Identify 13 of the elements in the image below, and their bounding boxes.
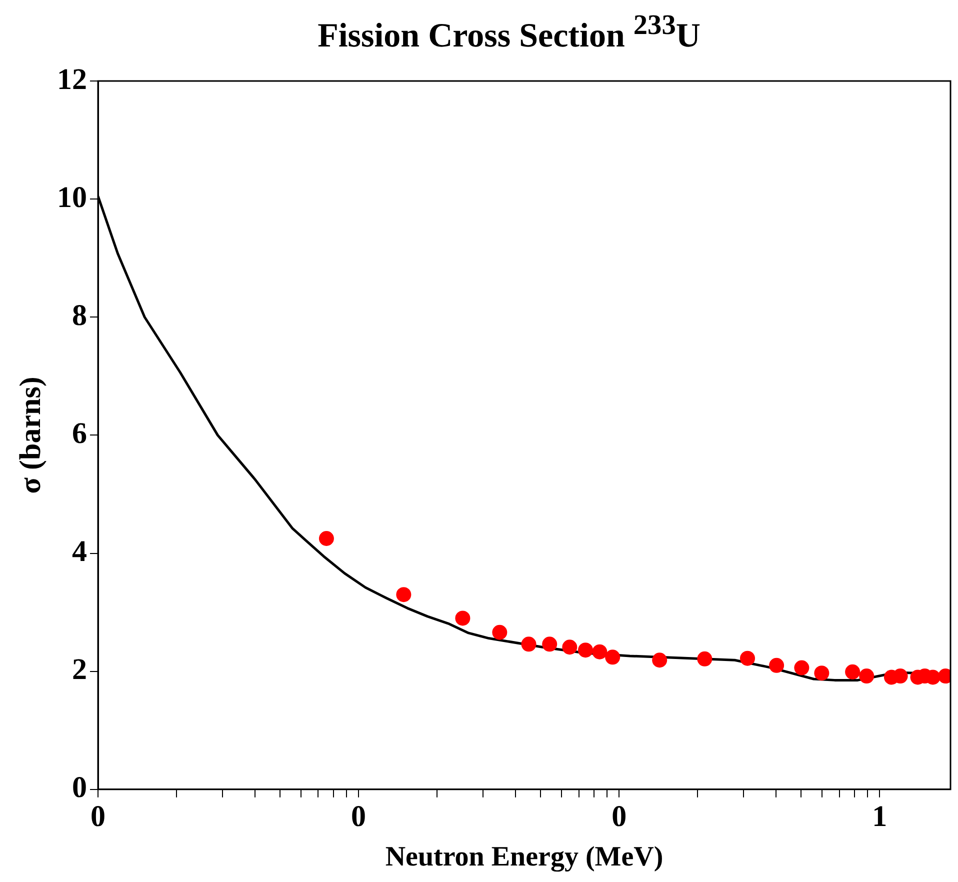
- y-tick-label: 10: [57, 180, 87, 214]
- y-tick-label: 4: [72, 535, 87, 568]
- chart-title: Fission Cross Section $^{233}$U: [316, 10, 702, 56]
- y-tick-label: 12: [57, 62, 87, 96]
- y-axis-title: σ (barns): [14, 376, 47, 494]
- y-tick-label: 0: [72, 771, 87, 804]
- y-tick-label: 2: [72, 653, 87, 686]
- y-tick-label: 6: [72, 416, 87, 450]
- x-tick-label: 0: [351, 800, 366, 834]
- y-tick-label: 8: [72, 298, 87, 332]
- x-tick-label: 1: [872, 800, 888, 834]
- x-axis-title: Neutron Energy (MeV): [385, 841, 664, 872]
- x-tick-label: 0: [612, 800, 627, 834]
